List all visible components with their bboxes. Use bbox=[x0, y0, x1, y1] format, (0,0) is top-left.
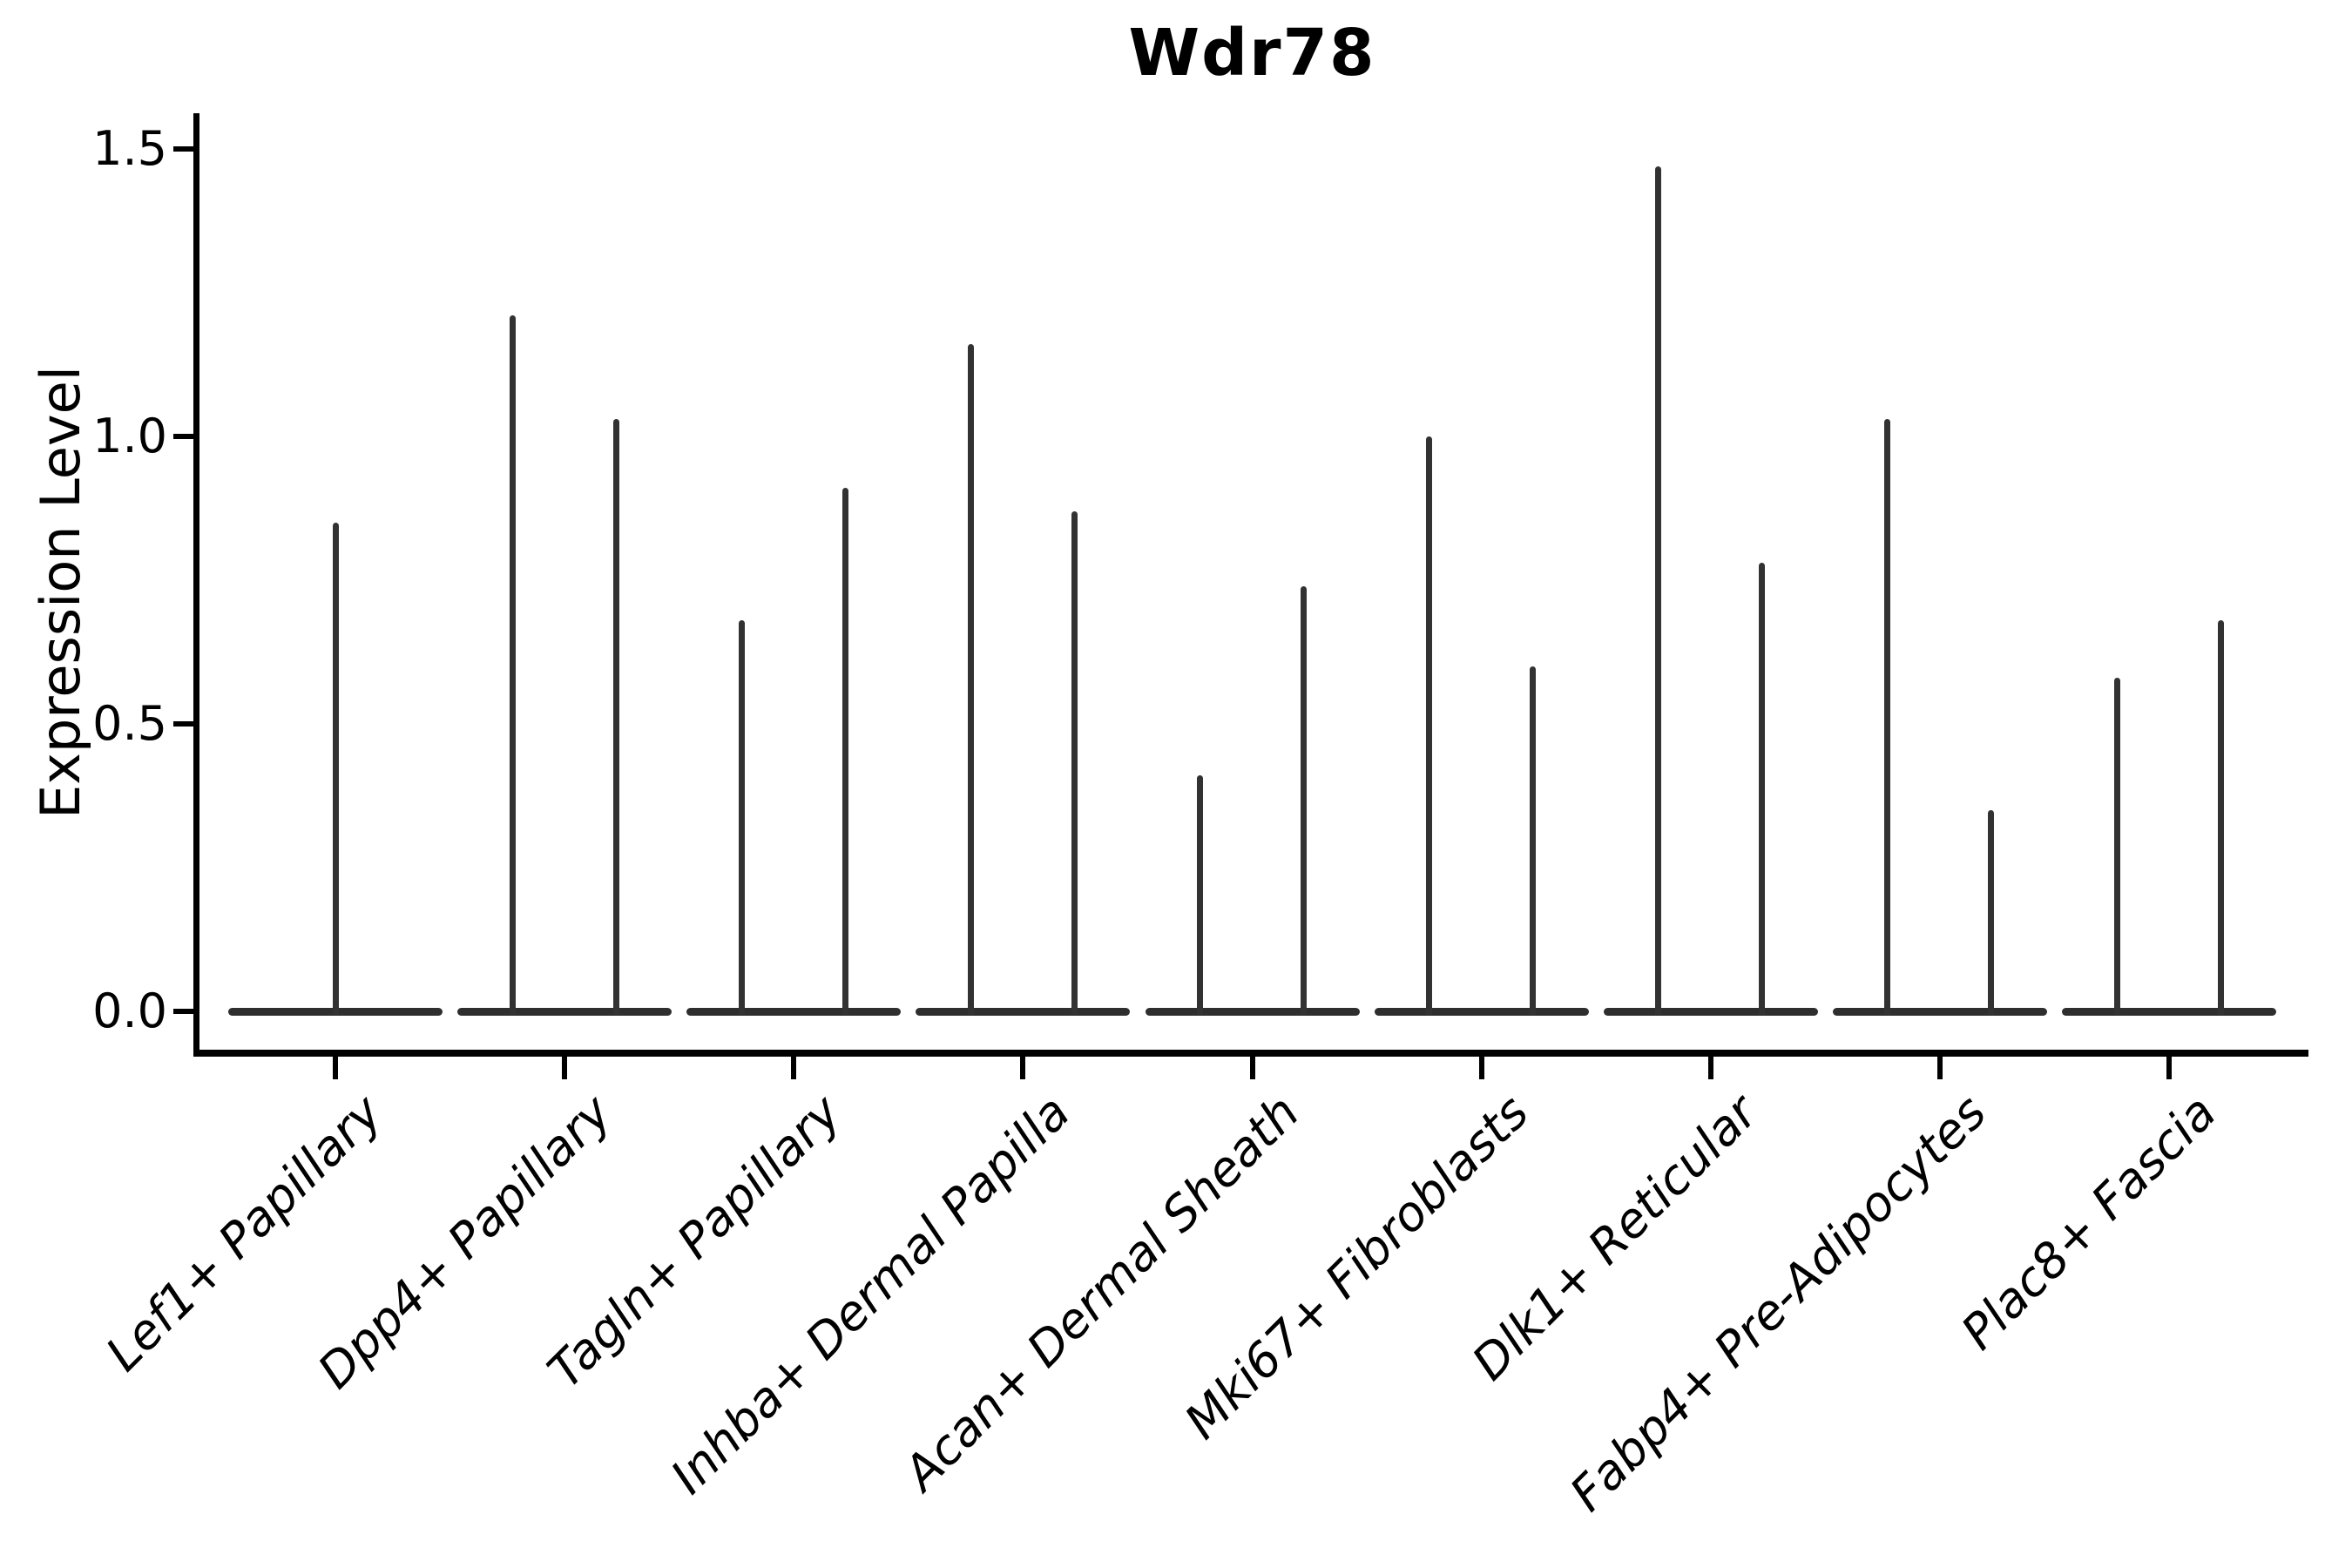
x-tick-mark bbox=[1249, 1057, 1255, 1079]
x-tick-label: Inhba+ Dermal Papilla bbox=[659, 1084, 1081, 1505]
y-tick-label: 1.5 bbox=[92, 121, 167, 176]
x-tick-mark bbox=[791, 1057, 797, 1079]
x-tick-mark bbox=[562, 1057, 568, 1079]
x-axis-spine bbox=[193, 1050, 2308, 1057]
violin-base bbox=[1603, 1008, 1818, 1016]
x-tick-mark bbox=[1020, 1057, 1026, 1079]
chart-title: Wdr78 bbox=[1128, 16, 1376, 91]
violin-spike bbox=[1530, 666, 1537, 1015]
violin-base bbox=[916, 1008, 1131, 1016]
x-tick-mark bbox=[1478, 1057, 1484, 1079]
x-tick-mark bbox=[333, 1057, 338, 1079]
violin-base bbox=[1832, 1008, 2047, 1016]
violin-spike bbox=[612, 419, 619, 1015]
violin-base bbox=[457, 1008, 672, 1016]
violin-base bbox=[1374, 1008, 1589, 1016]
violin-spike bbox=[1884, 419, 1891, 1015]
y-axis-label: Expression Level bbox=[29, 366, 92, 819]
y-axis-spine bbox=[193, 113, 199, 1056]
y-tick-mark bbox=[173, 1009, 194, 1014]
y-tick-label: 1.0 bbox=[92, 409, 167, 463]
violin-spike bbox=[509, 315, 516, 1015]
violin-spike bbox=[2217, 620, 2224, 1015]
violin-spike bbox=[1426, 436, 1433, 1015]
violin-spike bbox=[332, 523, 339, 1015]
x-tick-mark bbox=[2166, 1057, 2172, 1079]
violin-base bbox=[1145, 1008, 1360, 1016]
violin-spike bbox=[1988, 810, 1995, 1015]
violin-spike bbox=[2113, 678, 2120, 1015]
violin-spike bbox=[841, 488, 848, 1015]
violin-spike bbox=[1301, 585, 1307, 1015]
violin-base bbox=[686, 1008, 902, 1016]
violin-spike bbox=[1655, 166, 1662, 1015]
x-tick-mark bbox=[1936, 1057, 1943, 1079]
x-tick-label: Acan+ Dermal Sheath bbox=[892, 1084, 1310, 1501]
y-tick-label: 0.5 bbox=[92, 696, 167, 751]
y-tick-mark bbox=[173, 721, 194, 727]
x-tick-mark bbox=[1707, 1057, 1713, 1079]
violin-spike bbox=[1197, 775, 1203, 1015]
y-tick-label: 0.0 bbox=[92, 983, 167, 1038]
violin-spike bbox=[967, 344, 974, 1015]
violin-spike bbox=[1071, 510, 1078, 1015]
x-tick-label: Fabp4+ Pre-Adipocytes bbox=[1559, 1084, 1997, 1522]
violin-base bbox=[2062, 1008, 2276, 1016]
y-tick-mark bbox=[173, 434, 194, 439]
y-tick-mark bbox=[173, 146, 194, 152]
violin-spike bbox=[738, 620, 745, 1015]
violin-spike bbox=[1759, 563, 1766, 1015]
